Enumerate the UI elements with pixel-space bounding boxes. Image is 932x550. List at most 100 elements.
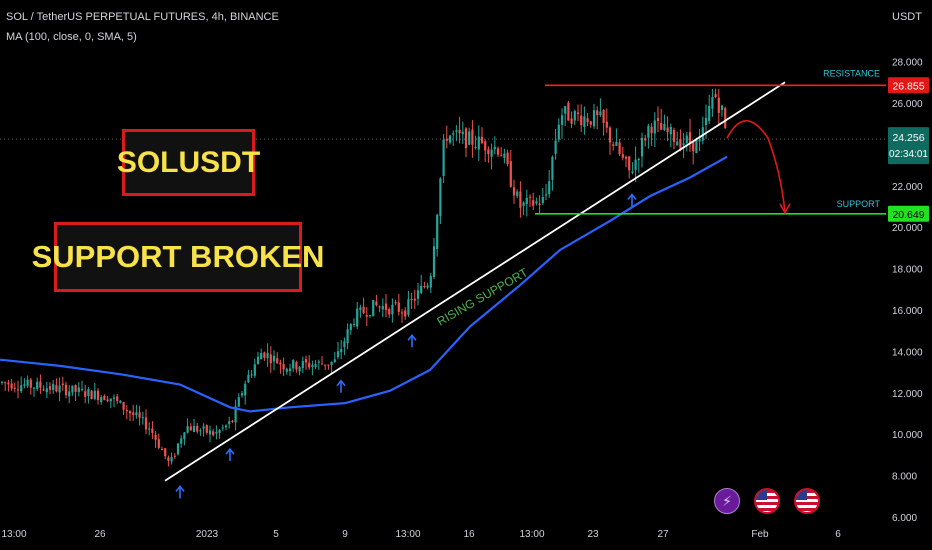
candle	[272, 350, 276, 371]
candle	[560, 108, 564, 139]
candle-body	[122, 402, 125, 410]
candle	[45, 382, 48, 399]
candle-body	[487, 149, 490, 155]
candle	[180, 435, 183, 448]
candle-body	[535, 201, 538, 204]
candle	[170, 452, 173, 465]
candle-body	[263, 352, 266, 358]
candle	[423, 281, 426, 289]
candle	[647, 123, 650, 149]
event-icons: ⚡	[714, 488, 820, 514]
candle-body	[452, 133, 455, 135]
candle	[720, 104, 724, 117]
candle	[554, 128, 557, 160]
candle-body	[669, 126, 672, 135]
candle-body	[506, 152, 509, 165]
candle	[64, 381, 68, 399]
candle-body	[244, 383, 247, 396]
us-flag-icon[interactable]	[794, 488, 820, 514]
candle	[151, 421, 154, 440]
candle-body	[311, 365, 314, 367]
candle-body	[580, 115, 583, 125]
rising-support-label: RISING SUPPORT	[435, 265, 531, 329]
candle	[503, 148, 506, 164]
candle-body	[557, 124, 560, 140]
candle	[605, 108, 608, 133]
candle-body	[701, 127, 704, 141]
candle-body	[672, 129, 676, 142]
candle	[320, 356, 324, 365]
candle-body	[269, 354, 272, 364]
candle-body	[570, 118, 573, 124]
y-tick-label: 6.000	[892, 513, 917, 524]
projection-curve	[726, 120, 786, 213]
x-tick-label: 16	[463, 529, 475, 540]
candle	[58, 377, 61, 402]
candle	[13, 382, 16, 393]
candle-body	[93, 390, 96, 399]
candle-body	[240, 393, 244, 396]
candle-body	[695, 139, 698, 154]
candle	[135, 404, 138, 419]
candle-body	[397, 302, 400, 312]
candle-body	[103, 395, 106, 401]
candle-body	[16, 389, 20, 391]
x-tick-label: Feb	[751, 529, 769, 540]
candle-body	[327, 364, 330, 366]
candle-body	[4, 382, 7, 384]
candle	[442, 133, 445, 183]
candle	[189, 423, 192, 431]
candle	[346, 323, 349, 350]
candle-body	[471, 129, 474, 145]
candle	[285, 367, 288, 375]
candle-body	[253, 364, 256, 376]
x-tick-label: 23	[587, 529, 599, 540]
candle-body	[711, 97, 714, 109]
lightning-icon[interactable]: ⚡	[714, 488, 740, 514]
candle	[535, 197, 538, 206]
candle-body	[106, 399, 109, 402]
candle	[68, 385, 71, 404]
candle	[327, 364, 330, 370]
candle	[336, 342, 340, 360]
candle	[132, 404, 135, 421]
candle-body	[445, 138, 448, 141]
candle	[240, 391, 244, 398]
candle-body	[39, 381, 42, 388]
candle	[628, 156, 631, 179]
candle-body	[340, 349, 343, 353]
candle-body	[586, 118, 589, 123]
candle	[378, 305, 381, 313]
candle-body	[432, 246, 436, 277]
up-arrow-head	[407, 333, 417, 341]
candle-body	[112, 397, 116, 399]
candle-body	[554, 140, 557, 154]
candle-body	[375, 301, 378, 306]
candle	[541, 188, 544, 205]
candle-body	[596, 110, 599, 116]
resistance-label: RESISTANCE	[823, 68, 880, 78]
candle-body	[420, 285, 423, 293]
candle-body	[10, 383, 13, 389]
candle	[586, 112, 589, 127]
candle-body	[231, 420, 234, 422]
candle	[221, 424, 224, 431]
up-arrow-head	[336, 379, 346, 387]
us-flag-icon[interactable]	[754, 488, 780, 514]
candle	[279, 359, 282, 374]
candle	[388, 307, 391, 318]
candle	[96, 388, 100, 405]
x-tick-label: 13:00	[395, 529, 420, 540]
y-tick-label: 28.000	[892, 58, 923, 69]
candle	[308, 355, 311, 370]
candle	[340, 339, 343, 360]
candle	[359, 304, 362, 318]
candle	[669, 123, 672, 148]
candle-body	[612, 144, 615, 146]
candle-body	[164, 448, 167, 457]
candle-body	[295, 362, 298, 370]
candle	[384, 294, 388, 318]
candle-body	[77, 387, 80, 393]
candle	[29, 378, 32, 395]
